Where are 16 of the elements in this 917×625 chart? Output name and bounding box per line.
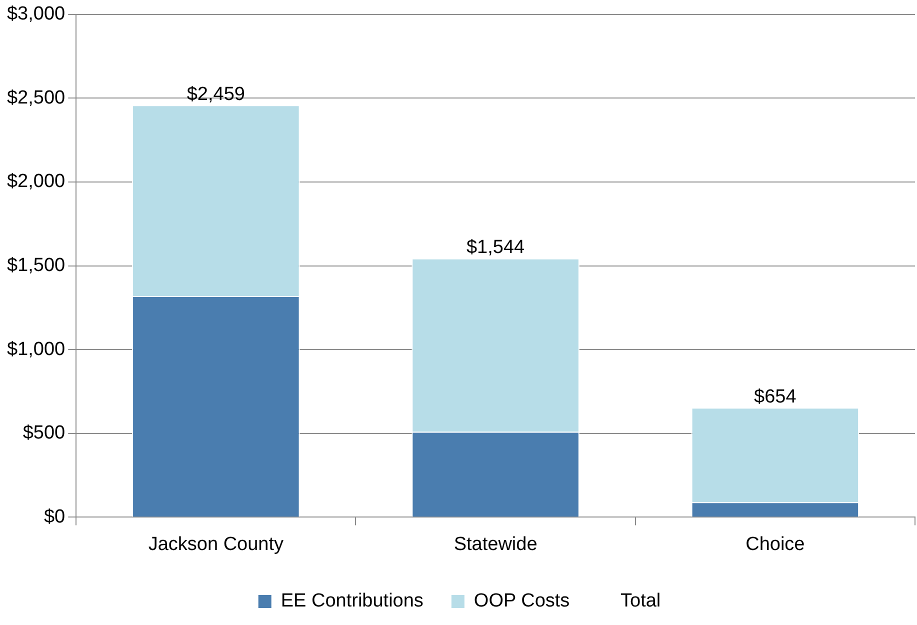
y-tick-label: $0 [44,506,66,528]
y-tick-label: $3,000 [6,4,66,25]
legend-label: OOP Costs [474,590,570,612]
legend-label: EE Contributions [280,590,424,612]
x-tick-label: Jackson County [148,534,284,555]
total-label: $1,544 [466,237,526,258]
x-tick-label: Choice [746,534,805,555]
text: Total [620,590,661,612]
y-tick-label: $1,000 [6,338,66,360]
y-tick-label: $500 [22,422,66,444]
y-tick-label: $2,500 [6,87,66,108]
y-tick-label: $2,000 [6,171,66,192]
total-label: $654 [754,386,797,408]
y-tick-label: $1,500 [6,255,66,276]
total-label: $2,459 [186,84,245,105]
x-tick-label: Statewide [454,534,538,555]
